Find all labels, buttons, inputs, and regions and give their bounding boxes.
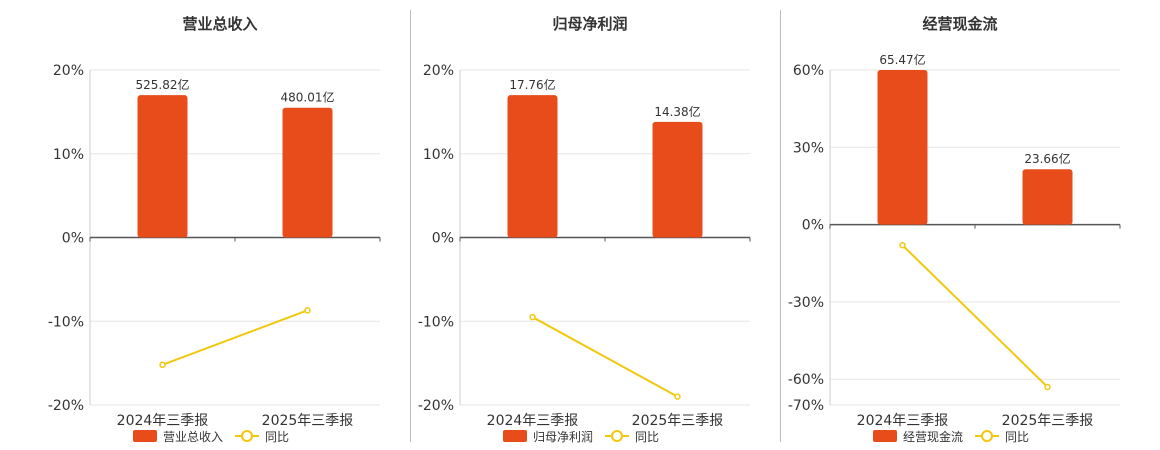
bar xyxy=(877,70,928,225)
bar-data-label: 17.76亿 xyxy=(509,77,555,92)
bar xyxy=(282,107,333,238)
yoy-point xyxy=(529,313,536,321)
x-tick-label: 2024年三季报 xyxy=(487,413,579,429)
legend-label-line: 同比 xyxy=(1005,430,1029,444)
legend-swatch-marker xyxy=(981,430,993,442)
y-tick-label: 60% xyxy=(793,63,824,79)
yoy-line xyxy=(901,244,1049,388)
legend-label-bar: 经营现金流 xyxy=(903,429,963,444)
y-tick-label: -30% xyxy=(788,295,824,311)
chart-svg: 经营现金流 60% 30% 0% -30% -60% -70% 65.47亿 23.66亿 202… xyxy=(788,15,1121,444)
y-tick-label: 30% xyxy=(793,140,824,156)
yoy-point xyxy=(674,393,681,400)
chart-title: 经营现金流 xyxy=(922,15,997,33)
bar-data-label: 14.38亿 xyxy=(654,104,700,119)
legend-label-line: 同比 xyxy=(635,430,659,444)
legend-label-bar: 营业总收入 xyxy=(163,430,223,444)
chart-title: 归母净利润 xyxy=(552,15,627,33)
bar-data-label: 480.01亿 xyxy=(281,90,335,105)
y-tick-label: 10% xyxy=(53,147,84,163)
bar xyxy=(507,95,558,238)
panel-divider xyxy=(780,10,781,442)
y-tick-label: -10% xyxy=(48,314,84,330)
legend-swatch-bar xyxy=(503,430,527,442)
legend-label-bar: 归母净利润 xyxy=(533,430,593,444)
legend-swatch-bar xyxy=(133,430,157,442)
panel-divider xyxy=(410,10,411,442)
yoy-point xyxy=(304,307,311,314)
x-tick-label: 2025年三季报 xyxy=(262,413,354,429)
y-tick-label: 0% xyxy=(802,218,824,234)
chart-panel-revenue: 营业总收入 20% 10% 0% -10% -20% 525.82亿 480.01亿 2024年… xyxy=(20,0,390,450)
bar-data-label: 23.66亿 xyxy=(1024,151,1070,166)
y-tick-label: 0% xyxy=(432,231,454,247)
x-tick-label: 2025年三季报 xyxy=(632,413,724,429)
legend-swatch-marker xyxy=(241,430,253,442)
legend-label-line: 同比 xyxy=(265,430,289,444)
y-tick-label: 20% xyxy=(53,63,84,79)
y-tick-label: 0% xyxy=(62,231,84,247)
chart-svg: 归母净利润 20% 10% 0% -10% -20% 17.76亿 14.38亿 2024年三季… xyxy=(418,15,751,444)
x-tick-label: 2025年三季报 xyxy=(1002,413,1094,429)
bar xyxy=(1022,169,1073,225)
legend-swatch-marker xyxy=(611,430,623,442)
legend: 归母净利润 同比 xyxy=(503,430,659,444)
y-tick-label: -20% xyxy=(418,398,454,414)
y-tick-label: -70% xyxy=(788,398,824,414)
chart-title: 营业总收入 xyxy=(182,15,257,33)
y-tick-label: -60% xyxy=(788,372,824,388)
y-tick-label: 20% xyxy=(423,63,454,79)
x-tick-label: 2024年三季报 xyxy=(857,413,949,429)
y-tick-label: 10% xyxy=(423,147,454,163)
legend-swatch-bar xyxy=(873,430,897,442)
yoy-line xyxy=(162,309,308,366)
bar-data-label: 65.47亿 xyxy=(879,52,925,67)
yoy-line xyxy=(532,316,678,398)
x-tick-label: 2024年三季报 xyxy=(117,413,209,429)
yoy-point xyxy=(159,361,166,369)
bar-data-label: 525.82亿 xyxy=(136,77,190,92)
yoy-point xyxy=(899,241,906,249)
yoy-point xyxy=(1044,383,1051,391)
bar xyxy=(137,95,188,238)
chart-panel-net-profit: 归母净利润 20% 10% 0% -10% -20% 17.76亿 14.38亿 2024年三季… xyxy=(390,0,760,450)
y-tick-label: -10% xyxy=(418,314,454,330)
y-tick-label: -20% xyxy=(48,398,84,414)
chart-panel-cash-flow: 经营现金流 60% 30% 0% -30% -60% -70% 65.47亿 23.66亿 202… xyxy=(760,0,1130,450)
chart-svg: 营业总收入 20% 10% 0% -10% -20% 525.82亿 480.01亿 2024年… xyxy=(48,15,381,444)
bar xyxy=(652,121,703,238)
legend: 营业总收入 同比 xyxy=(133,430,289,444)
legend: 经营现金流 同比 xyxy=(873,429,1029,444)
